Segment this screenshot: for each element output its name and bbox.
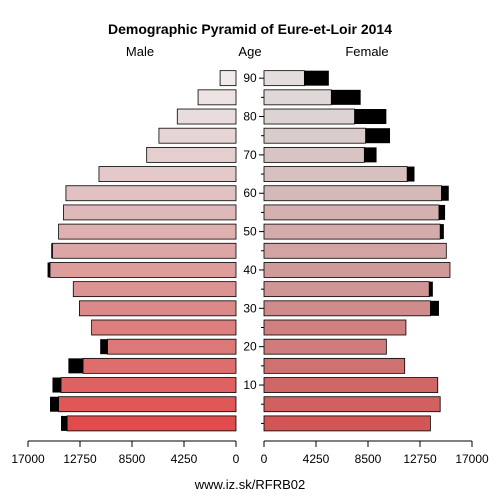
x-tick-label: 17000 xyxy=(455,452,489,466)
female-bar-85-89 xyxy=(263,89,332,106)
male-bar-45-49 xyxy=(52,242,237,259)
female-bar-35-39 xyxy=(263,281,430,298)
male-bar-30-34 xyxy=(78,300,237,317)
female-bar-55-59 xyxy=(263,204,440,221)
male-bar-70-74 xyxy=(146,146,237,163)
male-excess-20-24 xyxy=(100,339,108,355)
source-caption: www.iz.sk/RFRB02 xyxy=(194,477,306,492)
male-bar-60-64 xyxy=(65,185,237,202)
age-tick-label: 10 xyxy=(243,378,257,392)
female-bar-20-24 xyxy=(263,338,387,355)
age-tick-label: 60 xyxy=(243,186,257,200)
x-tick-label: 8500 xyxy=(119,452,146,466)
male-bar-35-39 xyxy=(72,281,237,298)
x-tick-label: 8500 xyxy=(355,452,382,466)
male-excess-0-4 xyxy=(61,415,68,431)
male-label: Male xyxy=(126,44,154,59)
female-bar-10-14 xyxy=(263,377,439,393)
x-tick-label: 12750 xyxy=(403,452,437,466)
male-bar-75-79 xyxy=(158,127,237,144)
age-tick-label: 40 xyxy=(243,263,257,277)
female-bar-30-34 xyxy=(263,300,431,317)
female-bar-75-79 xyxy=(263,127,366,144)
female-bar-0-4 xyxy=(263,415,431,432)
female-bar-50-54 xyxy=(263,223,441,240)
female-excess-60-64 xyxy=(441,185,449,201)
male-bar-0-4 xyxy=(66,415,237,432)
male-excess-45-49 xyxy=(51,243,53,259)
age-tick-label: 80 xyxy=(243,110,257,124)
female-label: Female xyxy=(345,44,388,59)
female-excess-85-89 xyxy=(331,89,361,105)
age-tick-label: 70 xyxy=(243,148,257,162)
age-tick-label: 90 xyxy=(243,71,257,85)
male-bar-80-84 xyxy=(176,108,237,125)
male-bar-20-24 xyxy=(107,338,237,355)
female-bar-40-44 xyxy=(263,262,451,278)
x-tick-label: 4250 xyxy=(171,452,198,466)
male-bar-55-59 xyxy=(63,204,237,221)
x-tick-label: 0 xyxy=(233,452,240,466)
female-excess-35-39 xyxy=(429,281,433,297)
male-excess-40-44 xyxy=(47,262,51,278)
age-label: Age xyxy=(238,44,261,59)
female-excess-65-69 xyxy=(407,166,415,182)
male-excess-15-19 xyxy=(68,358,84,374)
male-bar-25-29 xyxy=(91,319,237,336)
male-bar-50-54 xyxy=(58,223,237,240)
female-bar-25-29 xyxy=(263,319,407,336)
female-excess-75-79 xyxy=(365,128,391,144)
x-tick-label: 17000 xyxy=(11,452,45,466)
age-tick-label: 50 xyxy=(243,225,257,239)
female-excess-80-84 xyxy=(354,109,387,125)
male-bar-90+ xyxy=(219,70,237,87)
male-excess-10-14 xyxy=(52,377,62,393)
male-bar-85-89 xyxy=(197,89,237,106)
male-bar-10-14 xyxy=(60,377,237,393)
female-bar-80-84 xyxy=(263,108,355,125)
x-tick-label: 4250 xyxy=(303,452,330,466)
female-bar-5-9 xyxy=(263,396,441,413)
x-tick-label: 0 xyxy=(261,452,268,466)
chart-title: Demographic Pyramid of Eure-et-Loir 2014 xyxy=(108,21,392,37)
female-bar-45-49 xyxy=(263,242,447,259)
male-excess-5-9 xyxy=(50,396,59,412)
female-bar-90+ xyxy=(263,70,305,87)
male-bar-40-44 xyxy=(49,262,237,278)
female-bar-65-69 xyxy=(263,166,408,182)
male-bar-5-9 xyxy=(58,396,237,413)
male-bar-15-19 xyxy=(82,357,237,374)
x-tick-label: 12750 xyxy=(63,452,97,466)
female-excess-30-34 xyxy=(430,300,439,316)
female-bar-70-74 xyxy=(263,146,365,163)
female-excess-90+ xyxy=(304,70,329,86)
male-bar-65-69 xyxy=(98,166,237,182)
age-tick-label: 20 xyxy=(243,340,257,354)
female-excess-70-74 xyxy=(364,147,377,163)
female-bar-60-64 xyxy=(263,185,442,202)
age-tick-label: 30 xyxy=(243,301,257,315)
female-excess-55-59 xyxy=(438,204,446,220)
female-bar-15-19 xyxy=(263,357,406,374)
female-excess-50-54 xyxy=(440,224,444,240)
